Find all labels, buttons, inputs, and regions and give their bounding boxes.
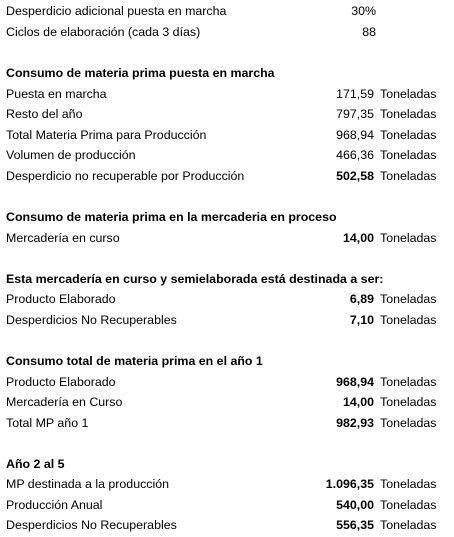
row-label: Total MP año 1 — [6, 416, 89, 430]
section-title: Año 2 al 5 — [6, 457, 65, 471]
section-title: Esta mercadería en curso y semielaborada… — [6, 272, 384, 286]
row-label: Desperdicios No Recuperables — [6, 518, 177, 532]
row-value: 968,94 — [336, 375, 374, 389]
row-total-mp-ano-1: Total MP año 1 982,93 Toneladas — [0, 413, 454, 433]
row-value: 7,10 — [349, 313, 374, 327]
row-value: 540,00 — [336, 498, 374, 512]
row-unit: Toneladas — [380, 313, 437, 327]
row-unit: Toneladas — [380, 169, 437, 183]
row-label: Mercadería en curso — [6, 231, 120, 245]
row-desperdicios-proceso: Desperdicios No Recuperables 7,10 Tonela… — [0, 310, 454, 330]
row-produccion-anual: Producción Anual 540,00 Toneladas — [0, 495, 454, 515]
row-label: Mercadería en Curso — [6, 395, 123, 409]
row-unit: Toneladas — [380, 148, 437, 162]
row-label: Producto Elaborado — [6, 375, 116, 389]
section-header-destino-mercaderia: Esta mercadería en curso y semielaborada… — [0, 269, 454, 289]
row-desperdicio-adicional: Desperdicio adicional puesta en marcha 3… — [0, 1, 454, 21]
row-unit: Toneladas — [380, 231, 437, 245]
row-unit: Toneladas — [380, 477, 437, 491]
row-value: 14,00 — [342, 395, 374, 409]
row-label: Puesta en marcha — [6, 87, 107, 101]
row-label: Desperdicio adicional puesta en marcha — [6, 4, 227, 18]
row-label: Resto del año — [6, 107, 83, 121]
row-desperdicio-no-recuperable: Desperdicio no recuperable por Producció… — [0, 166, 454, 186]
section-header-mercaderia-en-proceso: Consumo de materia prima en la mercaderi… — [0, 207, 454, 227]
row-label: Producción Anual — [6, 498, 103, 512]
row-value: 14,00 — [342, 231, 374, 245]
row-value: 982,93 — [336, 416, 374, 430]
section-header-ano-2-al-5: Año 2 al 5 — [0, 454, 454, 474]
row-value: 6,89 — [349, 292, 374, 306]
row-label: Producto Elaborado — [6, 292, 116, 306]
row-total-materia-prima: Total Materia Prima para Producción 968,… — [0, 125, 454, 145]
row-value: 797,35 — [336, 107, 374, 121]
row-unit: Toneladas — [380, 416, 437, 430]
row-desperdicios-ano-2-5: Desperdicios No Recuperables 556,35 Tone… — [0, 515, 454, 535]
section-title: Consumo de materia prima en la mercaderi… — [6, 210, 337, 224]
row-label: Volumen de producción — [6, 148, 136, 162]
row-label: Total Materia Prima para Producción — [6, 128, 207, 142]
row-value: 88 — [362, 25, 376, 39]
row-unit: Toneladas — [380, 395, 437, 409]
row-volumen-produccion: Volumen de producción 466,36 Toneladas — [0, 145, 454, 165]
row-unit: Toneladas — [380, 518, 437, 532]
row-value: 466,36 — [336, 148, 374, 162]
section-title: Consumo de materia prima puesta en march… — [6, 66, 275, 80]
section-header-puesta-en-marcha: Consumo de materia prima puesta en march… — [0, 63, 454, 83]
section-header-consumo-total-ano-1: Consumo total de materia prima en el año… — [0, 351, 454, 371]
row-value: 1.096,35 — [325, 477, 374, 491]
row-unit: Toneladas — [380, 498, 437, 512]
row-unit: Toneladas — [380, 128, 437, 142]
row-ciclos-elaboracion: Ciclos de elaboración (cada 3 días) 88 — [0, 22, 454, 42]
row-mercaderia-en-curso-total: Mercadería en Curso 14,00 Toneladas — [0, 392, 454, 412]
row-producto-elaborado-proceso: Producto Elaborado 6,89 Toneladas — [0, 289, 454, 309]
row-value: 556,35 — [336, 518, 374, 532]
row-unit: Toneladas — [380, 292, 437, 306]
row-unit: Toneladas — [380, 375, 437, 389]
row-unit: Toneladas — [380, 107, 437, 121]
row-label: Ciclos de elaboración (cada 3 días) — [6, 25, 201, 39]
section-title: Consumo total de materia prima en el año… — [6, 354, 263, 368]
row-value: 502,58 — [336, 169, 374, 183]
row-unit: Toneladas — [380, 87, 437, 101]
row-value: 30% — [351, 4, 376, 18]
row-label: MP destinada a la producción — [6, 477, 170, 491]
row-label: Desperdicio no recuperable por Producció… — [6, 169, 245, 183]
row-puesta-en-marcha: Puesta en marcha 171,59 Toneladas — [0, 84, 454, 104]
row-label: Desperdicios No Recuperables — [6, 313, 177, 327]
row-value: 171,59 — [336, 87, 374, 101]
row-mercaderia-en-curso: Mercadería en curso 14,00 Toneladas — [0, 228, 454, 248]
row-mp-destinada-produccion: MP destinada a la producción 1.096,35 To… — [0, 474, 454, 494]
row-value: 968,94 — [336, 128, 374, 142]
row-resto-del-ano: Resto del año 797,35 Toneladas — [0, 104, 454, 124]
row-producto-elaborado-total: Producto Elaborado 968,94 Toneladas — [0, 372, 454, 392]
